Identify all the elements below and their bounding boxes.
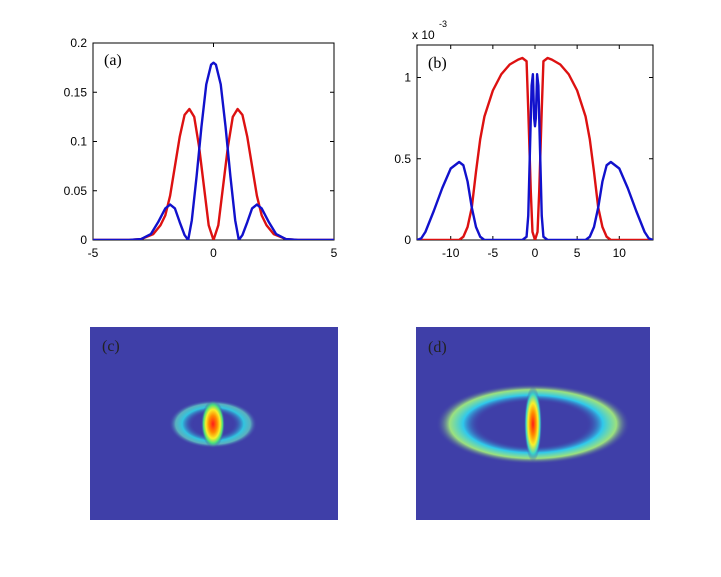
panel-b-label: (b) — [428, 55, 447, 72]
panel-b: -10 -5 0 5 10 0 0.5 1 (b) x 10 -3 — [394, 19, 654, 260]
panel-a-ytick-label: 0.2 — [70, 36, 87, 50]
panel-b-xtick-label: 0 — [532, 246, 539, 260]
panel-a: -5 0 500.050.10.150.2 (a) — [64, 36, 338, 260]
panel-b-exponent-power: -3 — [439, 19, 447, 29]
panel-b-xtick-label: 10 — [613, 246, 627, 260]
panel-b-xtick-label: 5 — [574, 246, 581, 260]
panel-a-ticks: -5 0 500.050.10.150.2 — [64, 36, 338, 260]
panel-a-xtick-label: -5 — [88, 246, 99, 260]
panel-b-ytick-label: 1 — [404, 71, 411, 85]
panel-a-axes-box — [92, 42, 335, 241]
panel-b-ticks: -10 -5 0 5 10 0 0.5 1 — [394, 45, 653, 260]
panel-a-ytick-label: 0.15 — [64, 85, 88, 99]
panel-a-ytick-label: 0 — [80, 233, 87, 247]
panel-b-ytick-label: 0.5 — [394, 152, 411, 166]
panel-a-label: (a) — [104, 52, 122, 69]
panel-c-core — [201, 400, 225, 448]
panel-b-exponent-label: x 10 — [412, 28, 435, 42]
panel-b-series-blue — [417, 73, 653, 240]
panel-b-series-red — [417, 56, 653, 240]
panel-c-label: (c) — [102, 338, 120, 355]
panel-a-series-red — [93, 107, 334, 240]
panel-a-xtick-label: 0 — [210, 246, 217, 260]
panel-d-label: (d) — [428, 339, 447, 356]
panel-a-ytick-label: 0.1 — [70, 135, 87, 149]
panel-b-xtick-label: -10 — [442, 246, 460, 260]
panel-b-axes-box — [416, 44, 654, 241]
panel-b-xtick-label: -5 — [488, 246, 499, 260]
panel-c: (c) — [90, 327, 338, 520]
panel-a-series-blue — [93, 61, 334, 240]
panel-d: (d) — [416, 327, 650, 520]
panel-a-xtick-label: 5 — [331, 246, 338, 260]
panel-a-ytick-label: 0.05 — [64, 184, 88, 198]
panel-b-ytick-label: 0 — [404, 233, 411, 247]
panel-d-core — [524, 386, 542, 462]
